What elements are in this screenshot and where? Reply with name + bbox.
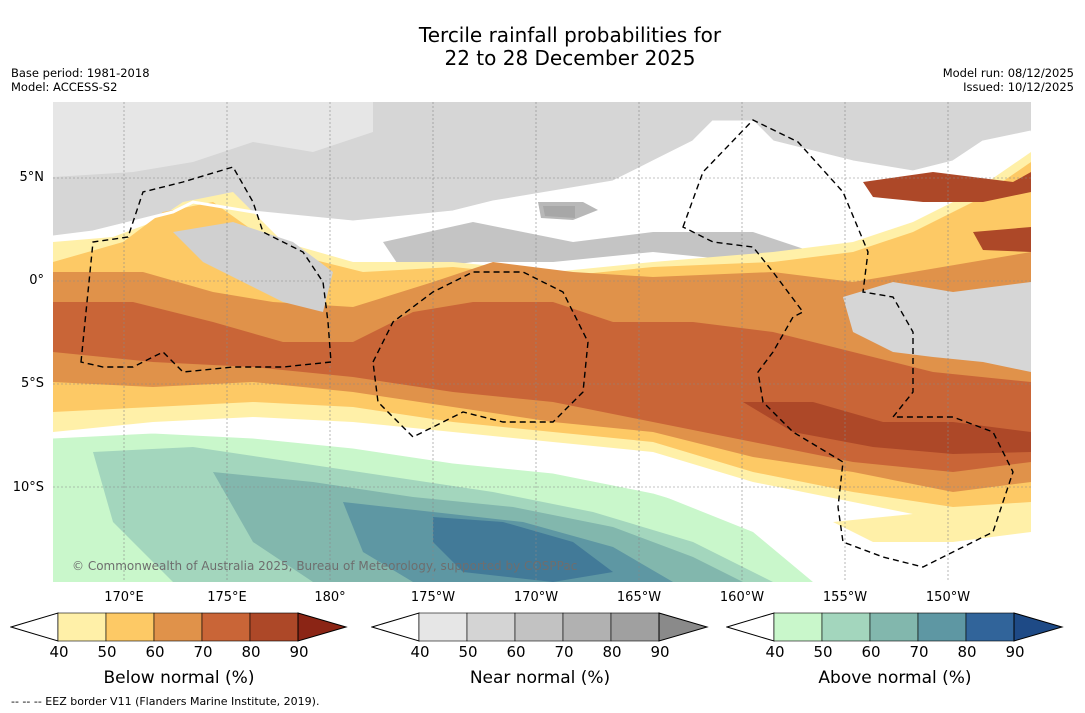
near-normal-mid xyxy=(383,222,813,272)
probability-map: © Commonwealth of Australia 2025, Bureau… xyxy=(53,102,1031,582)
colorbar-below xyxy=(10,612,348,642)
meta-right: Model run: 08/12/2025 Issued: 10/12/2025 xyxy=(943,66,1074,94)
colorbar-high-extension xyxy=(658,612,709,642)
colorbar-high-extension xyxy=(297,612,348,642)
below-80-patch-3 xyxy=(973,227,1031,252)
colorbar-segment xyxy=(201,612,251,642)
near-tick: 50 xyxy=(458,643,478,661)
below-tick: 80 xyxy=(241,643,261,661)
contour-south xyxy=(53,430,754,524)
below-80-patch-1 xyxy=(743,402,1031,454)
below-tick: 70 xyxy=(193,643,213,661)
above-tick: 60 xyxy=(861,643,881,661)
no-signal-southeast xyxy=(773,512,1031,582)
colorbar-segment xyxy=(869,612,919,642)
near-normal-west-lobe xyxy=(173,222,333,312)
colorbar-above-swatches xyxy=(726,612,1064,642)
lon-label-150w: 150°W xyxy=(925,590,971,605)
lon-label-160w: 160°W xyxy=(719,590,765,605)
near-normal-east xyxy=(843,282,1031,372)
lon-label-175w: 175°W xyxy=(410,590,456,605)
near-tick: 70 xyxy=(554,643,574,661)
above-tick: 50 xyxy=(813,643,833,661)
colorbar-segment xyxy=(249,612,299,642)
eez-footnote: -- -- -- EEZ border V11 (Flanders Marine… xyxy=(11,695,320,708)
near-normal-dark-2 xyxy=(543,206,575,218)
below-tick: 40 xyxy=(49,643,69,661)
above-80-patch xyxy=(433,517,613,582)
near-tick: 60 xyxy=(506,643,526,661)
above-tick: 40 xyxy=(765,643,785,661)
contour-north xyxy=(53,120,1031,239)
below-tick: 60 xyxy=(145,643,165,661)
lon-label-180: 180° xyxy=(314,590,346,605)
near-tick: 90 xyxy=(650,643,670,661)
model-run: Model run: 08/12/2025 xyxy=(942,66,1074,80)
below-70-band xyxy=(53,302,1031,472)
above-tick: 80 xyxy=(957,643,977,661)
above-tick: 70 xyxy=(909,643,929,661)
colorbar-segment xyxy=(105,612,155,642)
model-name: Model: ACCESS-S2 xyxy=(11,80,118,94)
colorbar-segment xyxy=(773,612,823,642)
title-line-2: 22 to 28 December 2025 xyxy=(444,46,696,70)
near-normal-title: Near normal (%) xyxy=(469,668,611,688)
colorbar-segment xyxy=(610,612,660,642)
below-tick: 50 xyxy=(97,643,117,661)
near-tick: 40 xyxy=(410,643,430,661)
meta-left: Base period: 1981-2018 Model: ACCESS-S2 xyxy=(11,66,150,94)
colorbar-segment xyxy=(821,612,871,642)
near-normal-north-light xyxy=(53,102,373,177)
lon-label-175e: 175°E xyxy=(207,590,247,605)
above-normal-title: Above normal (%) xyxy=(818,668,972,688)
lat-label-5n: 5°N xyxy=(19,170,45,185)
colorbar-segment xyxy=(57,612,107,642)
lon-label-170w: 170°W xyxy=(513,590,559,605)
colorbar-segment xyxy=(965,612,1015,642)
title-line-1: Tercile rainfall probabilities for xyxy=(418,23,722,47)
colorbar-below-swatches xyxy=(10,612,348,642)
lon-label-170e: 170°E xyxy=(104,590,144,605)
lat-label-0: 0° xyxy=(29,273,44,288)
colorbar-segment xyxy=(153,612,203,642)
eez-borders xyxy=(80,119,1014,568)
copyright-credit: © Commonwealth of Australia 2025, Bureau… xyxy=(72,559,577,573)
colorbar-segment xyxy=(418,612,468,642)
lon-label-165w: 165°W xyxy=(616,590,662,605)
colorbar-segment xyxy=(514,612,564,642)
below-normal-title: Below normal (%) xyxy=(103,668,255,688)
colorbar-near-swatches xyxy=(371,612,709,642)
below-tick: 90 xyxy=(289,643,309,661)
base-period: Base period: 1981-2018 xyxy=(11,66,150,80)
colorbar-low-extension xyxy=(371,612,420,642)
colorbar-segment xyxy=(466,612,516,642)
colorbar-segment xyxy=(562,612,612,642)
lat-label-5s: 5°S xyxy=(20,376,44,391)
colorbar-near xyxy=(371,612,709,642)
lat-label-10s: 10°S xyxy=(12,480,44,495)
colorbar-above xyxy=(726,612,1064,642)
above-tick: 90 xyxy=(1005,643,1025,661)
colorbar-high-extension xyxy=(1013,612,1064,642)
issued-date: Issued: 10/12/2025 xyxy=(963,80,1074,94)
near-tick: 80 xyxy=(602,643,622,661)
colorbar-low-extension xyxy=(726,612,775,642)
colorbar-low-extension xyxy=(10,612,59,642)
colorbar-segment xyxy=(917,612,967,642)
below-40-southeast xyxy=(833,507,1031,542)
below-80-patch-2 xyxy=(863,172,1031,202)
lon-label-155w: 155°W xyxy=(822,590,868,605)
